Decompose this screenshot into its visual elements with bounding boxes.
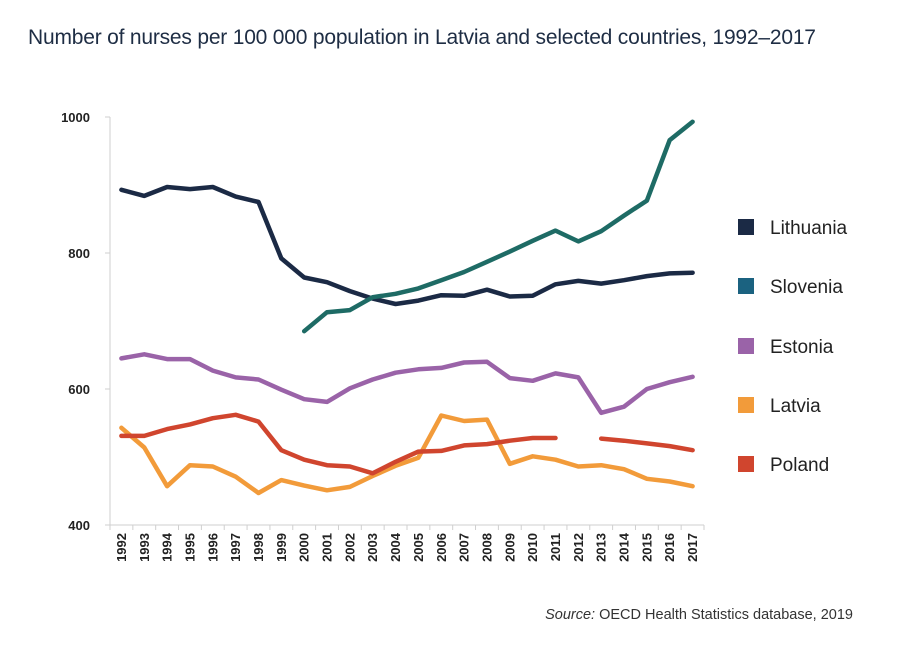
x-tick-label: 2005 — [411, 533, 426, 562]
x-tick-label: 1997 — [228, 533, 243, 562]
x-tick-label: 1994 — [160, 532, 175, 562]
series-poland — [119, 412, 695, 476]
series-layer — [119, 119, 695, 496]
series-line — [119, 412, 558, 476]
source-note: Source: OECD Health Statistics database,… — [545, 607, 853, 623]
axes: 400 600 800 1000 1992 1993 1994 1995 1996 1997 199… — [61, 110, 705, 562]
x-tick-label: 1996 — [205, 533, 220, 562]
x-tick-label: 2013 — [594, 533, 609, 562]
line-chart: 400 600 800 1000 1992 1993 1994 1995 1996 1997 199… — [61, 110, 848, 562]
series-line — [119, 413, 695, 496]
legend-label: Lithuania — [770, 218, 848, 239]
x-tick-label: 1992 — [114, 533, 129, 562]
chart-title: Number of nurses per 100 000 population … — [28, 26, 816, 49]
x-tick-label: 2004 — [388, 532, 403, 562]
x-tick-label: 2000 — [297, 533, 312, 562]
series-estonia — [119, 352, 695, 416]
x-tick-label: 2006 — [434, 533, 449, 562]
legend-swatch — [738, 338, 754, 354]
legend-label: Slovenia — [770, 277, 843, 298]
source-label: Source: — [545, 607, 596, 623]
x-tick-label: 2002 — [342, 533, 357, 562]
x-tick-label: 1998 — [251, 533, 266, 562]
series-latvia — [119, 413, 695, 496]
x-tick-label: 2001 — [320, 533, 335, 562]
y-tick-label: 400 — [68, 518, 90, 533]
legend-swatch — [738, 278, 754, 294]
legend: Lithuania Slovenia Estonia Latvia Poland — [738, 218, 848, 476]
x-tick-label: 2012 — [571, 533, 586, 562]
x-tick-label: 2017 — [685, 533, 700, 562]
series-line — [119, 184, 695, 307]
series-line — [301, 119, 695, 334]
series-slovenia — [301, 119, 695, 334]
legend-label: Poland — [770, 455, 829, 476]
legend-swatch — [738, 219, 754, 235]
x-tick-label: 2014 — [617, 532, 632, 562]
x-tick-label: 1993 — [137, 533, 152, 562]
y-tick-label: 1000 — [61, 110, 90, 125]
x-tick-label: 2010 — [525, 533, 540, 562]
x-tick-label: 2009 — [502, 533, 517, 562]
series-line — [119, 352, 695, 416]
x-tick-label: 1995 — [182, 533, 197, 562]
x-tick-label: 2016 — [662, 533, 677, 562]
x-tick-label: 2003 — [365, 533, 380, 562]
x-tick-label: 1999 — [274, 533, 289, 562]
y-tick-label: 800 — [68, 246, 90, 261]
legend-label: Estonia — [770, 337, 834, 358]
y-tick-label: 600 — [68, 382, 90, 397]
x-tick-label: 2011 — [548, 533, 563, 561]
series-line — [598, 436, 695, 453]
legend-swatch — [738, 397, 754, 413]
x-tick-label: 2015 — [639, 533, 654, 562]
series-lithuania — [119, 184, 695, 307]
legend-label: Latvia — [770, 396, 821, 417]
x-tick-label: 2008 — [479, 533, 494, 562]
legend-swatch — [738, 456, 754, 472]
x-tick-label: 2007 — [457, 533, 472, 562]
source-text: OECD Health Statistics database, 2019 — [595, 607, 853, 623]
